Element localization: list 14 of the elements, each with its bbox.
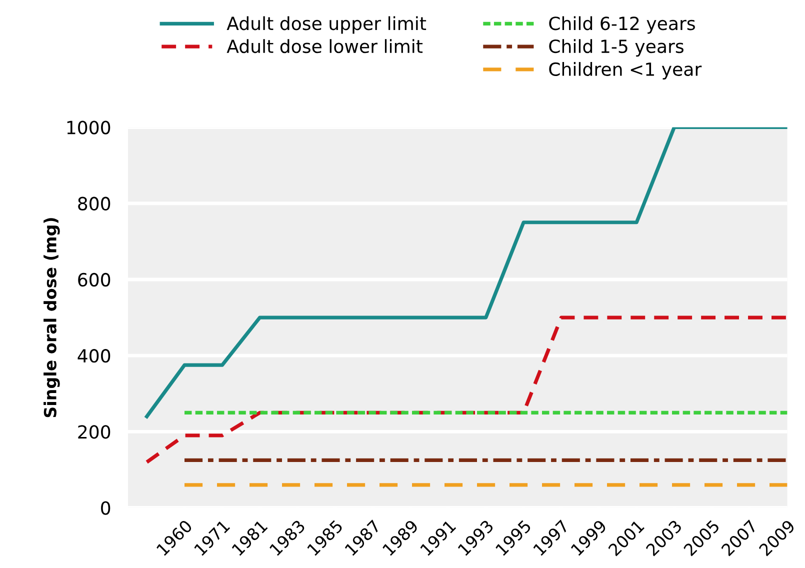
y-axis-title: Single oral dose (mg) [44,218,60,418]
line-series [145,316,788,464]
line-series [145,127,788,418]
legend-label: Children <1 year [549,62,702,80]
y-tick-label: 600 [78,272,110,287]
legend-label: Child 1-5 years [549,39,684,57]
y-tick-label: 800 [78,196,110,210]
legend-label: Adult dose upper limit [226,16,426,34]
legend-label: Adult dose lower limit [226,39,423,54]
y-tick-label: 200 [78,425,110,439]
legend-label: Child 6-12 years [549,16,695,34]
y-tick-label: 1000 [67,120,110,134]
y-tick-label: 0 [101,501,110,515]
y-tick-label: 400 [78,349,110,363]
